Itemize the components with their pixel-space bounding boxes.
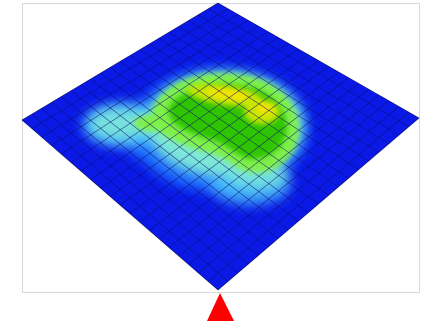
mesh-line <box>178 94 379 257</box>
mesh-line <box>61 96 259 256</box>
mesh-line <box>208 112 410 282</box>
mesh-line <box>139 71 339 223</box>
mesh-grid <box>31 8 410 282</box>
mesh-line <box>119 61 319 205</box>
mesh-line <box>80 84 279 239</box>
mesh-line <box>31 113 229 282</box>
plate-outline <box>21 2 420 291</box>
mesh-line <box>70 90 269 248</box>
mesh-line <box>198 106 400 274</box>
mesh-line <box>188 100 390 265</box>
mesh-line <box>51 102 249 265</box>
mesh-line <box>149 77 349 231</box>
mesh-line <box>168 89 369 248</box>
mesh-line <box>90 78 289 231</box>
support-marker[interactable] <box>207 293 234 321</box>
mesh-line <box>110 67 309 213</box>
mesh-line <box>41 108 239 274</box>
mesh-line <box>159 83 359 240</box>
mesh-line <box>100 72 299 222</box>
mesh-line <box>129 66 329 214</box>
